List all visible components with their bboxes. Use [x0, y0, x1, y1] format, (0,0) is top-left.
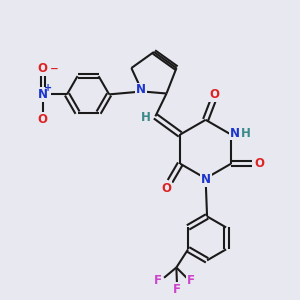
Text: O: O	[38, 62, 48, 75]
Text: N: N	[38, 88, 48, 101]
Text: O: O	[254, 157, 264, 170]
Text: F: F	[173, 283, 181, 296]
Text: +: +	[44, 83, 52, 93]
Text: O: O	[38, 113, 48, 126]
Text: O: O	[161, 182, 172, 195]
Text: F: F	[187, 274, 195, 287]
Text: O: O	[209, 88, 219, 101]
Text: N: N	[230, 127, 239, 140]
Text: N: N	[136, 83, 146, 97]
Text: F: F	[154, 274, 162, 287]
Text: −: −	[50, 64, 58, 74]
Text: H: H	[241, 127, 251, 140]
Text: N: N	[201, 173, 211, 186]
Text: H: H	[141, 111, 151, 124]
